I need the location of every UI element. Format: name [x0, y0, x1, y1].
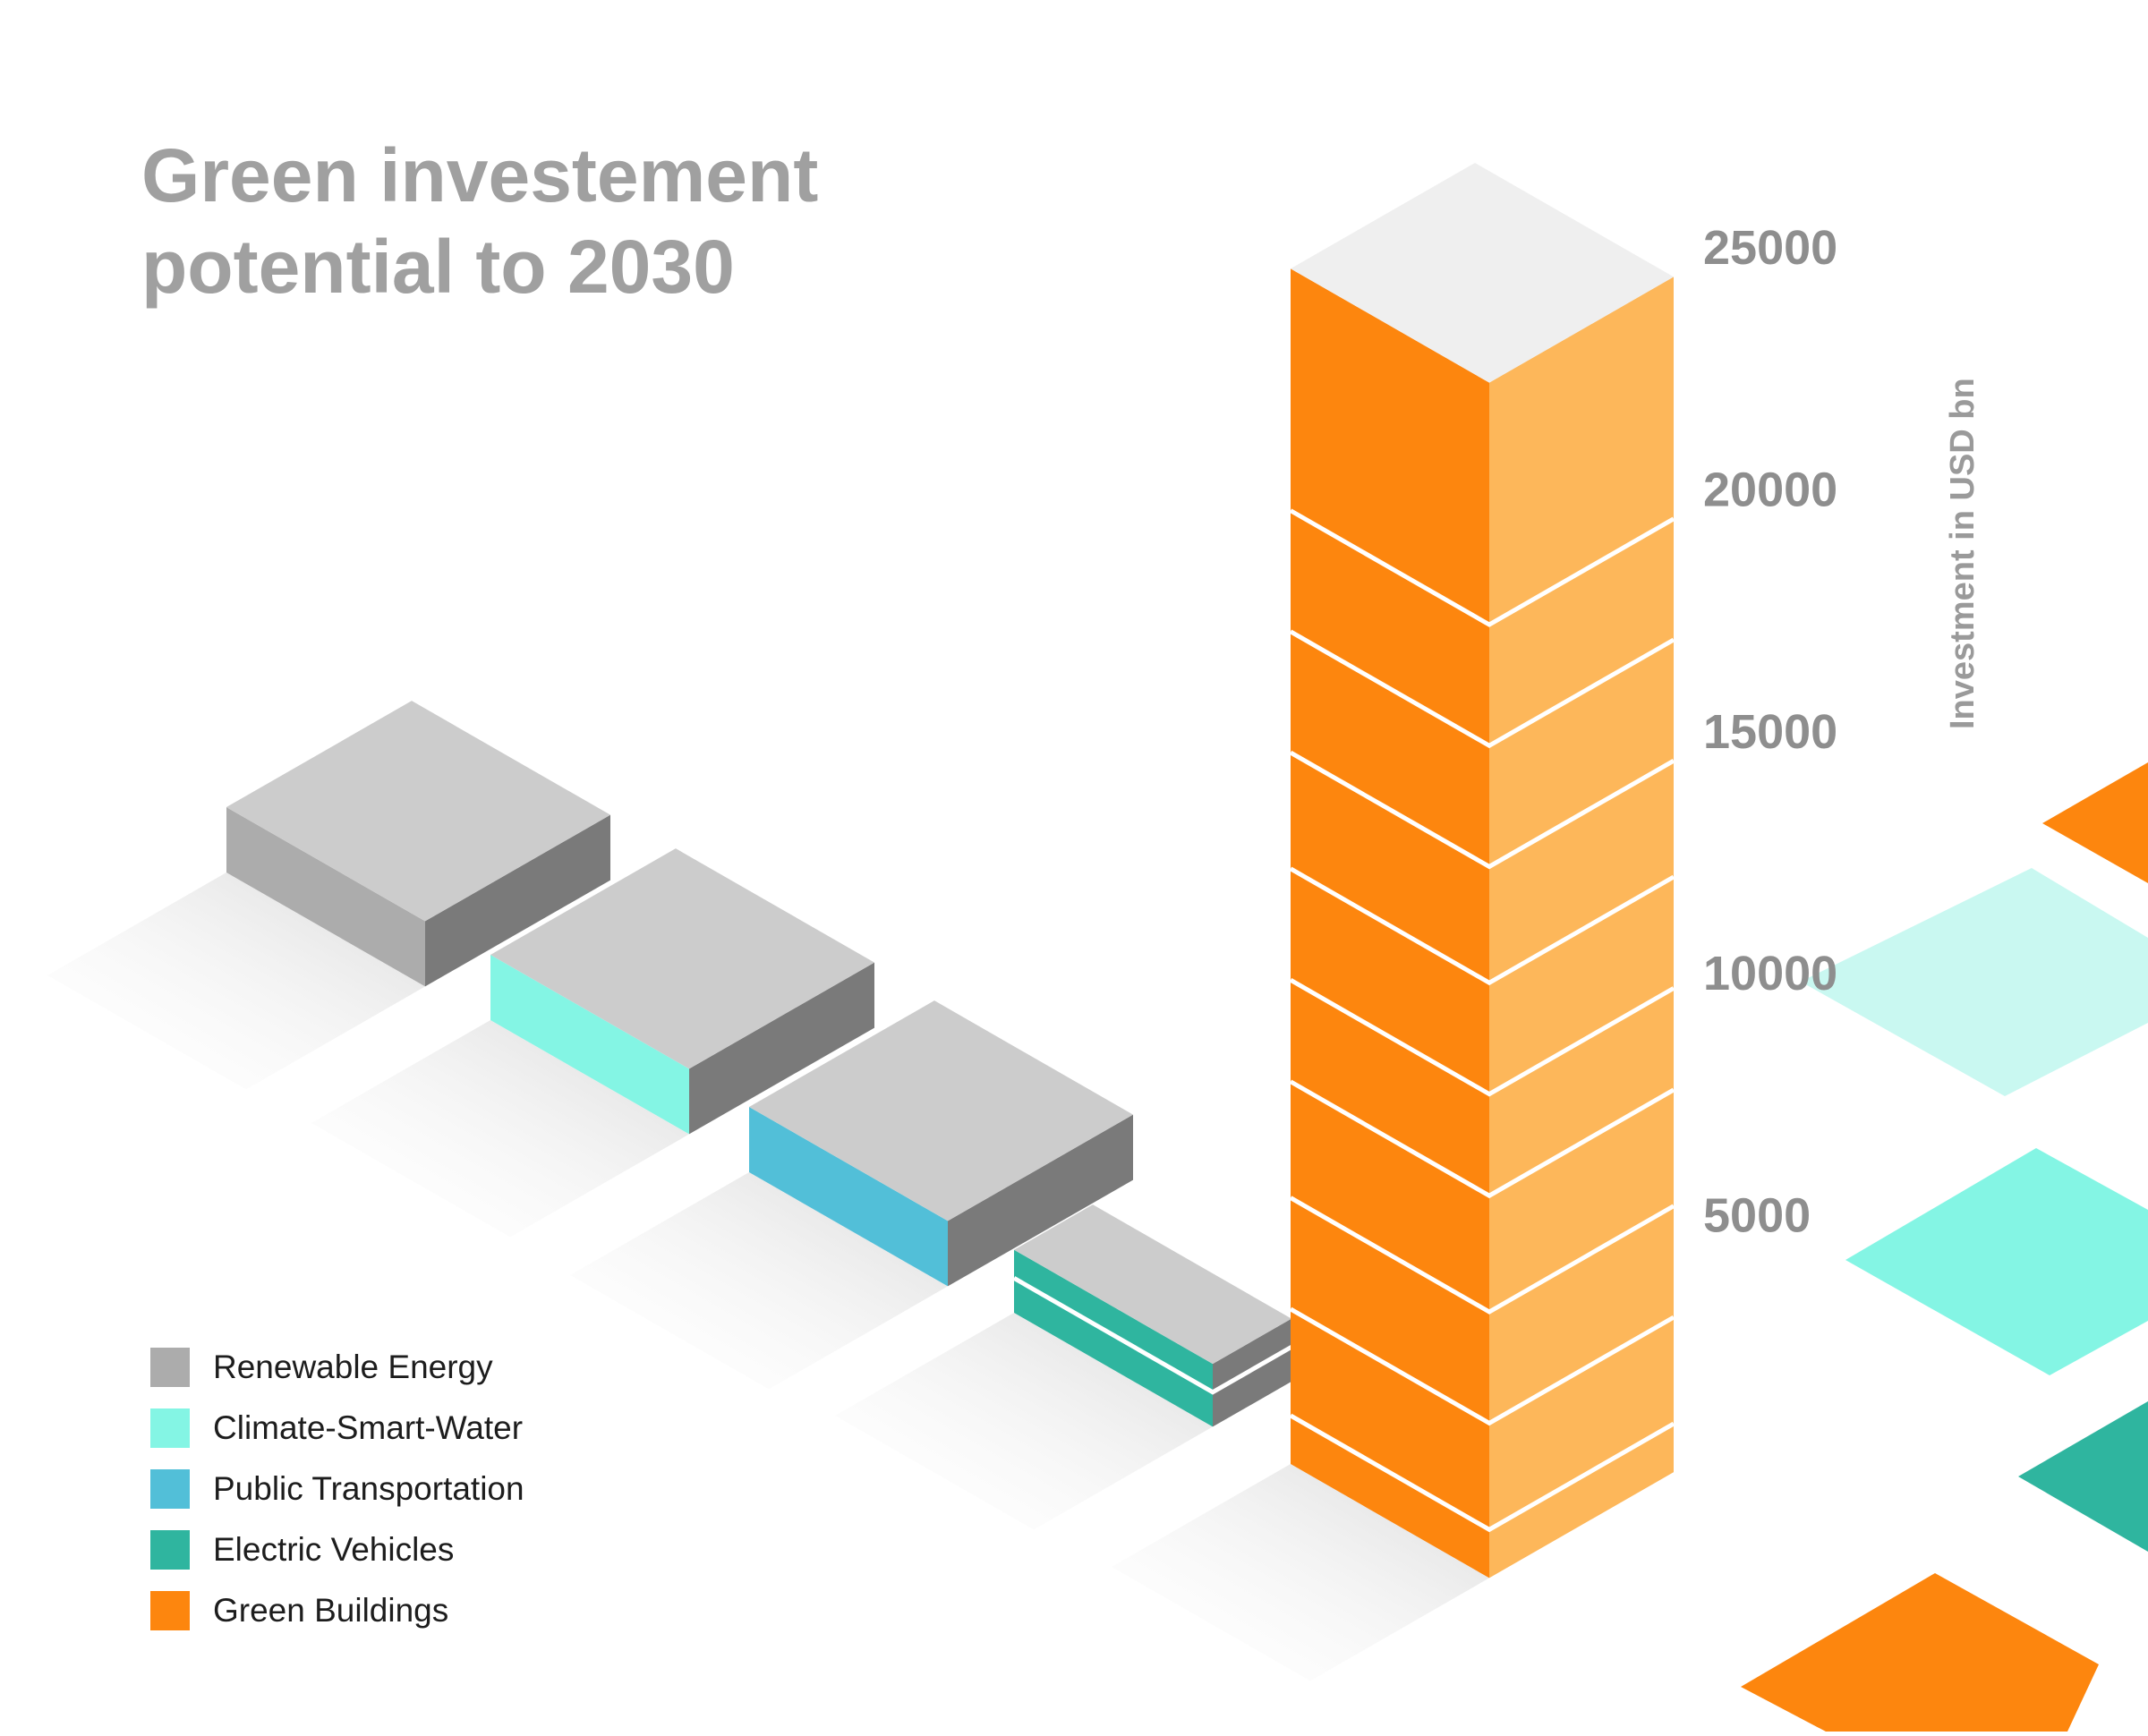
bar-climate-smart-water [490, 848, 874, 1135]
legend-swatch [150, 1591, 190, 1630]
y-axis: 25000 20000 15000 10000 5000 Investment in US… [1703, 221, 1982, 1243]
bar-top-face [490, 848, 874, 1069]
decorative-tile [2018, 1401, 2148, 1552]
bar-top-face [1291, 162, 1674, 383]
bar-front-face [1014, 1249, 1213, 1427]
decorative-tile [1845, 1148, 2148, 1375]
bar-top-face [1014, 1204, 1291, 1365]
bar-electric-vehicles [1012, 1204, 1293, 1427]
legend-label: Electric Vehicles [213, 1531, 455, 1568]
decorative-tiles [1741, 762, 2148, 1732]
chart-title-line-2: potential to 2030 [141, 225, 735, 309]
bar-segment-line [1289, 1413, 1675, 1533]
bar-shadow [570, 1172, 948, 1390]
bar-segment-line [1289, 1196, 1675, 1315]
legend-swatch [150, 1530, 190, 1570]
bar-segment-line [1289, 866, 1675, 986]
bar-segment-line [1012, 1276, 1293, 1395]
legend-label: Climate-Smart-Water [213, 1409, 524, 1446]
bar-segment-line [1289, 508, 1675, 627]
y-axis-title: Investment in USD bn [1944, 378, 1982, 729]
y-tick-label: 20000 [1703, 463, 1837, 516]
bar-segment-line [1289, 1079, 1675, 1199]
y-tick-label: 10000 [1703, 947, 1837, 1000]
chart-title: Green investement potential to 2030 [141, 130, 818, 312]
bar-front-face [490, 954, 689, 1135]
bar-renewable-energy [226, 701, 610, 987]
bar-side-face [948, 1114, 1133, 1287]
legend-swatch [150, 1469, 190, 1509]
bar-shadows [47, 872, 1489, 1681]
decorative-tile [1741, 1573, 2099, 1732]
bar-shadow [835, 1313, 1213, 1530]
chart-title-line-1: Green investement [141, 133, 819, 217]
y-tick-label: 5000 [1703, 1189, 1811, 1243]
bars [226, 162, 1675, 1579]
bar-green-buildings [1289, 162, 1675, 1579]
bar-side-face [425, 814, 610, 987]
legend-swatch [150, 1408, 190, 1448]
bar-shadow [311, 1020, 689, 1238]
legend-label: Green Buildings [213, 1592, 449, 1629]
y-tick-label: 15000 [1703, 705, 1837, 759]
y-tick-label: 25000 [1703, 221, 1837, 275]
bar-side-face [1213, 1318, 1291, 1427]
bar-public-transportation [749, 1000, 1133, 1287]
bar-segment-line [1289, 750, 1675, 870]
decorative-tile [1801, 868, 2148, 1096]
bar-front-face [226, 806, 425, 987]
bar-side-face [689, 962, 874, 1135]
bar-top-face [226, 701, 610, 922]
legend-swatch [150, 1348, 190, 1387]
bar-top-face [749, 1000, 1133, 1221]
bar-segment-line [1289, 1306, 1675, 1426]
bar-segment-line [1289, 978, 1675, 1097]
bar-shadow [1112, 1464, 1489, 1681]
legend-label: Public Transportation [213, 1470, 524, 1507]
bar-front-face [749, 1106, 948, 1287]
decorative-tile [2042, 762, 2148, 883]
bar-segment-line [1289, 629, 1675, 749]
legend-label: Renewable Energy [213, 1349, 493, 1385]
bar-shadow [47, 872, 425, 1090]
